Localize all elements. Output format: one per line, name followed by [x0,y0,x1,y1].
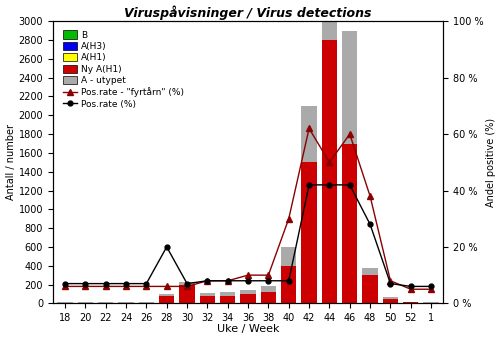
Pos.rate - "fyrtårn" (%) [204,279,210,283]
Bar [382,297,397,299]
Bar [321,40,336,303]
Pos.rate (%) [103,282,109,286]
Bar [260,292,276,303]
Bar [423,302,438,303]
Bar [179,285,194,303]
Bar [281,247,296,266]
Bar [78,302,93,303]
Pos.rate (%) [204,279,210,283]
Bar [362,275,377,303]
Bar [240,290,255,294]
Bar [342,143,357,303]
Bar [219,292,235,296]
Pos.rate (%) [163,245,169,249]
Line: Pos.rate - "fyrtårn" (%): Pos.rate - "fyrtårn" (%) [62,125,434,293]
Pos.rate - "fyrtårn" (%) [285,217,291,221]
Bar [321,0,336,40]
Bar [301,162,316,303]
Bar [362,268,377,275]
Bar [219,296,235,303]
Pos.rate - "fyrtårn" (%) [224,279,230,283]
Bar [138,302,154,303]
X-axis label: Uke / Week: Uke / Week [216,324,279,335]
Pos.rate (%) [306,183,312,187]
Y-axis label: Andel positive (%): Andel positive (%) [485,118,495,207]
Bar [57,302,73,303]
Bar [98,302,113,303]
Bar [118,302,133,303]
Y-axis label: Antall / number: Antall / number [6,124,16,200]
Bar [260,286,276,292]
Pos.rate (%) [407,284,413,288]
Pos.rate (%) [82,282,88,286]
Bar [159,296,174,303]
Pos.rate - "fyrtårn" (%) [123,284,129,288]
Pos.rate (%) [387,282,393,286]
Pos.rate - "fyrtårn" (%) [407,287,413,291]
Bar [159,294,174,296]
Title: Viruspåvisninger / Virus detections: Viruspåvisninger / Virus detections [124,5,371,20]
Bar [179,282,194,285]
Pos.rate (%) [326,183,332,187]
Bar [199,296,214,303]
Bar [382,299,397,303]
Pos.rate - "fyrtårn" (%) [62,284,68,288]
Pos.rate (%) [143,282,149,286]
Pos.rate (%) [184,282,190,286]
Pos.rate (%) [265,279,271,283]
Bar [402,302,417,303]
Pos.rate - "fyrtårn" (%) [265,273,271,277]
Pos.rate - "fyrtårn" (%) [346,132,352,136]
Pos.rate - "fyrtårn" (%) [143,284,149,288]
Bar [281,266,296,303]
Pos.rate - "fyrtårn" (%) [103,284,109,288]
Bar [199,293,214,296]
Pos.rate (%) [244,279,250,283]
Bar [240,294,255,303]
Pos.rate - "fyrtårn" (%) [366,194,372,198]
Pos.rate - "fyrtårn" (%) [427,287,433,291]
Pos.rate - "fyrtårn" (%) [306,126,312,131]
Pos.rate (%) [366,222,372,226]
Pos.rate - "fyrtårn" (%) [163,284,169,288]
Pos.rate - "fyrtårn" (%) [326,160,332,164]
Pos.rate - "fyrtårn" (%) [244,273,250,277]
Pos.rate (%) [224,279,230,283]
Legend: B, A(H3), A(H1), Ny A(H1), A - utypet, Pos.rate - "fyrtårn" (%), Pos.rate (%): B, A(H3), A(H1), Ny A(H1), A - utypet, P… [61,29,185,110]
Bar [342,31,357,143]
Pos.rate - "fyrtårn" (%) [184,284,190,288]
Pos.rate (%) [427,284,433,288]
Line: Pos.rate (%): Pos.rate (%) [63,183,433,289]
Pos.rate (%) [285,279,291,283]
Pos.rate - "fyrtårn" (%) [82,284,88,288]
Pos.rate - "fyrtårn" (%) [387,279,393,283]
Pos.rate (%) [346,183,352,187]
Bar [301,106,316,162]
Pos.rate (%) [123,282,129,286]
Pos.rate (%) [62,282,68,286]
